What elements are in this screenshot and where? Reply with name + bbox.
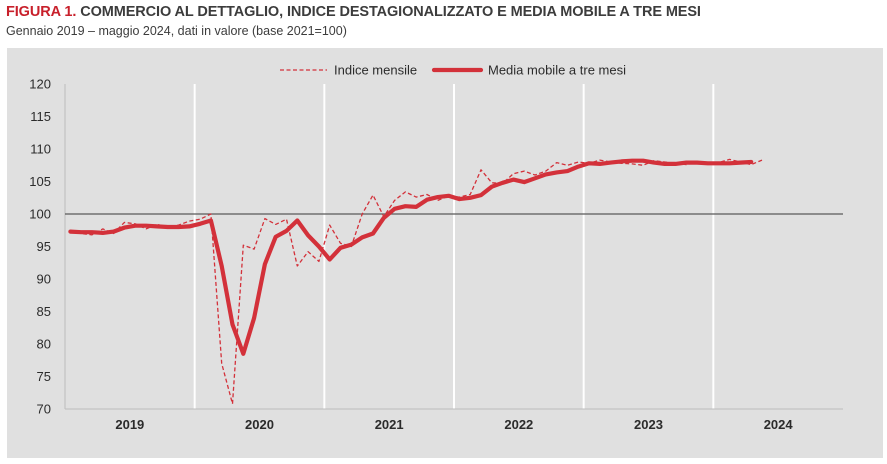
- legend-label-indice-mensile: Indice mensile: [334, 63, 417, 78]
- y-tick-label: 80: [37, 337, 51, 352]
- figure-subtitle: Gennaio 2019 – maggio 2024, dati in valo…: [6, 24, 347, 38]
- line-chart: 70 75 80 85 90 95 100 105 110 115 120 2019 2020 2021 2…: [29, 63, 843, 432]
- chart-panel: 70 75 80 85 90 95 100 105 110 115 120 2019 2020 2021 2…: [7, 48, 883, 458]
- y-tick-label: 100: [29, 207, 51, 222]
- x-year-label: 2023: [634, 417, 663, 432]
- y-tick-label: 70: [37, 402, 51, 417]
- x-year-label: 2020: [245, 417, 274, 432]
- y-tick-label: 105: [29, 174, 51, 189]
- x-year-label: 2022: [504, 417, 533, 432]
- y-tick-label: 110: [30, 142, 51, 157]
- y-tick-label: 90: [37, 272, 51, 287]
- series-line-media-mobile: [68, 158, 754, 356]
- y-tick-label: 95: [37, 239, 51, 254]
- y-tick-label: 120: [29, 77, 51, 92]
- figure-title-text: COMMERCIO AL DETTAGLIO, INDICE DESTAGION…: [80, 4, 701, 20]
- x-year-label: 2019: [115, 417, 144, 432]
- x-year-label: 2021: [375, 417, 404, 432]
- y-tick-label: 75: [37, 369, 51, 384]
- figure-label: FIGURA 1.: [6, 4, 77, 20]
- y-tick-label: 115: [30, 109, 51, 124]
- y-tick-label: 85: [37, 304, 51, 319]
- figure-title: FIGURA 1. COMMERCIO AL DETTAGLIO, INDICE…: [6, 4, 701, 20]
- series-line-indice-mensile: [70, 158, 763, 405]
- x-year-label: 2024: [764, 417, 794, 432]
- legend-label-media-mobile: Media mobile a tre mesi: [488, 63, 626, 78]
